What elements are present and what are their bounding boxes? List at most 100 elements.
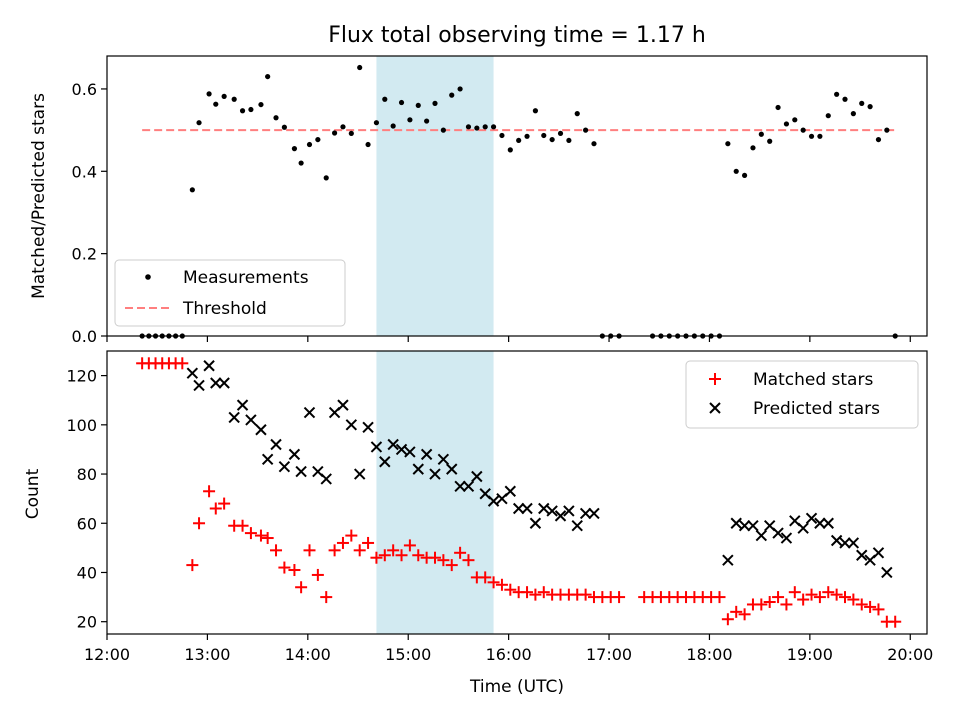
- measurement-point: [323, 175, 329, 181]
- matched-star-point: [839, 591, 851, 604]
- top-plot-frame: [106, 55, 928, 337]
- measurement-point: [432, 100, 438, 106]
- matched-star-point: [270, 544, 283, 557]
- measurement-point: [817, 133, 823, 139]
- predicted-star-point: [805, 512, 818, 525]
- legend-matched-marker: [709, 373, 721, 385]
- top-panel: 0.0 0.2 0.4 0.6 Matched/Predicted stars Mea…: [29, 55, 928, 346]
- measurement-point: [407, 117, 413, 123]
- matched-star-point: [721, 613, 734, 626]
- matched-star-point: [462, 554, 475, 567]
- measurement-point: [842, 96, 848, 102]
- measurement-point: [541, 132, 547, 139]
- matched-star-point: [864, 600, 877, 613]
- matched-star-point: [345, 529, 358, 542]
- predicted-star-point: [437, 453, 450, 465]
- measurement-point: [524, 133, 530, 139]
- matched-star-point: [772, 591, 785, 604]
- predicted-star-point: [571, 520, 583, 532]
- measurement-point: [298, 160, 304, 166]
- bottom-panel: 20 40 60 80 100 120 12:00 13:00 14:00 15:00 16:00…: [23, 350, 933, 697]
- predicted-star-point: [588, 507, 600, 520]
- measurement-point: [792, 117, 798, 123]
- measurement-point: [373, 120, 380, 126]
- top-ytick-label: 0.4: [72, 162, 97, 181]
- predicted-star-point: [538, 502, 550, 515]
- matched-star-point: [186, 559, 199, 572]
- measurement-point: [474, 125, 480, 131]
- matched-star-point: [203, 485, 216, 498]
- predicted-star-point: [839, 537, 851, 549]
- matched-star-point: [412, 549, 425, 562]
- predicted-star-point: [288, 448, 301, 461]
- matched-star-point: [872, 603, 885, 616]
- measurement-point: [221, 93, 227, 99]
- matched-star-point: [822, 586, 835, 599]
- predicted-star-point: [379, 456, 391, 468]
- predicted-star-point: [245, 414, 257, 426]
- matched-star-point: [847, 593, 860, 606]
- predicted-star-point: [797, 522, 809, 534]
- matched-star-point: [495, 578, 508, 591]
- measurement-point: [315, 136, 321, 143]
- predicted-star-point: [370, 441, 383, 453]
- measurement-point: [490, 124, 497, 130]
- matched-star-point: [487, 576, 500, 589]
- bottom-xtick-label: 20:00: [887, 645, 933, 664]
- measurement-point: [440, 127, 446, 133]
- legend-predicted-label: Predicted stars: [753, 399, 880, 419]
- predicted-star-point: [337, 399, 349, 411]
- bottom-xtick-label: 15:00: [385, 645, 431, 664]
- predicted-star-point: [462, 480, 475, 493]
- predicted-star-point: [780, 532, 793, 544]
- bottom-ytick-label: 120: [66, 367, 97, 386]
- bottom-xtick-label: 12:00: [84, 645, 130, 664]
- predicted-star-point: [814, 517, 826, 529]
- bottom-xtick-label: 19:00: [787, 645, 833, 664]
- predicted-star-point: [738, 520, 751, 532]
- measurement-point: [767, 138, 773, 144]
- bottom-xtick-label: 18:00: [686, 645, 732, 664]
- matched-star-point: [261, 532, 274, 545]
- matched-star-point: [288, 564, 301, 577]
- measurement-point: [549, 136, 555, 143]
- measurement-point: [758, 131, 764, 137]
- matched-star-point: [755, 598, 768, 611]
- predicted-star-point: [579, 507, 592, 520]
- matched-star-point: [295, 581, 308, 594]
- predicted-star-point: [320, 473, 332, 485]
- bottom-xtick-label: 17:00: [586, 645, 632, 664]
- measurement-point: [239, 108, 246, 114]
- measurement-point: [196, 120, 202, 126]
- matched-star-point: [780, 598, 793, 611]
- top-highlight-band: [376, 56, 494, 336]
- measurement-point: [482, 124, 488, 130]
- measurement-point: [825, 113, 831, 119]
- predicted-star-point: [454, 480, 466, 493]
- predicted-star-point: [487, 495, 500, 507]
- measurement-point: [258, 101, 264, 108]
- measurement-point: [415, 102, 421, 109]
- measurement-point: [850, 111, 856, 117]
- measurement-point: [741, 172, 748, 179]
- predicted-star-point: [755, 529, 768, 542]
- matched-star-point: [218, 497, 231, 510]
- bottom-legend-box: [685, 360, 919, 429]
- measurement-point: [281, 124, 287, 130]
- top-ytick-label: 0.6: [72, 80, 97, 99]
- measurement-point: [867, 104, 873, 110]
- matched-star-point: [529, 588, 542, 601]
- measurement-point: [465, 124, 472, 130]
- predicted-star-point: [412, 463, 424, 475]
- predicted-star-point: [387, 438, 399, 451]
- matched-star-point: [370, 551, 383, 564]
- matched-star-point: [303, 544, 316, 557]
- matched-star-point: [613, 591, 626, 604]
- matched-star-point: [244, 527, 257, 540]
- predicted-star-point: [881, 566, 893, 579]
- measurement-point: [206, 91, 212, 97]
- legend-matched-label: Matched stars: [753, 370, 873, 390]
- measurement-point: [248, 106, 254, 113]
- predicted-star-point: [830, 534, 843, 547]
- predicted-star-point: [429, 468, 441, 480]
